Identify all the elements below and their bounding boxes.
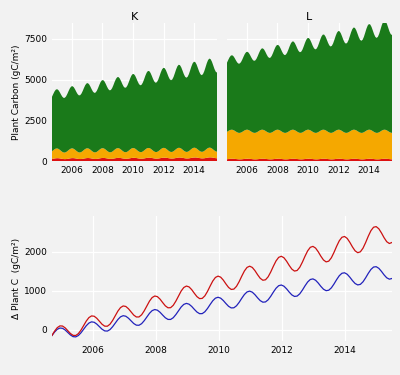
Y-axis label: Δ Plant C  (gC/m²): Δ Plant C (gC/m²) [12,238,21,320]
Title: L: L [306,12,313,22]
Y-axis label: Plant Carbon (gC/m²): Plant Carbon (gC/m²) [12,44,21,140]
Title: K: K [131,12,138,22]
